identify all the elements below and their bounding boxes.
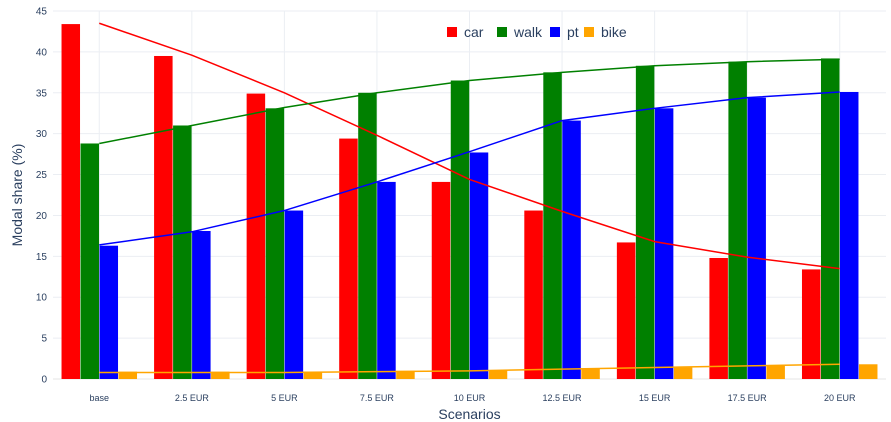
- bar-bike[interactable]: [211, 371, 230, 379]
- bar-walk[interactable]: [820, 58, 840, 379]
- bar-pt[interactable]: [469, 152, 489, 379]
- bar-walk[interactable]: [635, 65, 655, 380]
- y-tick-label: 35: [36, 88, 48, 99]
- legend-item-walk[interactable]: walk: [497, 24, 543, 40]
- bar-bike[interactable]: [581, 368, 600, 379]
- legend-item-pt[interactable]: pt: [550, 24, 579, 40]
- legend-item-car[interactable]: car: [447, 24, 484, 40]
- bar-car[interactable]: [246, 93, 266, 380]
- bar-bike[interactable]: [118, 371, 138, 379]
- y-tick-label: 40: [36, 47, 48, 58]
- bar-pt[interactable]: [99, 245, 119, 379]
- legend-swatch: [447, 27, 457, 37]
- y-tick-label: 10: [36, 293, 48, 304]
- y-tick-label: 30: [36, 129, 48, 140]
- bar-walk[interactable]: [450, 80, 470, 379]
- y-axis-title: Modal share (%): [9, 144, 25, 247]
- bar-bike[interactable]: [858, 364, 878, 379]
- grid-lines: [53, 10, 886, 380]
- y-tick-label: 0: [41, 375, 47, 386]
- x-tick-label: 15 EUR: [639, 393, 671, 403]
- x-tick-label: 5 EUR: [271, 393, 298, 403]
- bar-pt[interactable]: [839, 91, 859, 380]
- legend-label: car: [464, 24, 484, 40]
- bar-walk[interactable]: [265, 108, 285, 379]
- trend-lines: [99, 22, 840, 374]
- legend-item-bike[interactable]: bike: [584, 24, 627, 40]
- legend-swatch: [584, 27, 594, 37]
- bar-walk[interactable]: [543, 72, 562, 379]
- legend-swatch: [497, 27, 507, 37]
- x-tick-label: 17.5 EUR: [728, 393, 768, 403]
- x-tick-label: 2.5 EUR: [175, 393, 210, 403]
- bar-pt[interactable]: [377, 181, 396, 379]
- bar-walk[interactable]: [358, 92, 377, 380]
- x-tick-label: 7.5 EUR: [360, 393, 395, 403]
- trend-line-pt: [99, 91, 840, 246]
- y-tick-labels: 0 5 10 15 20 25 30 35 40 45: [36, 7, 48, 386]
- y-tick-label: 15: [36, 252, 48, 263]
- x-tick-label: 20 EUR: [824, 393, 856, 403]
- x-tick-labels: base 2.5 EUR 5 EUR 7.5 EUR 10 EUR 12.5 EUR 15 …: [90, 393, 856, 403]
- x-tick-label: 10 EUR: [454, 393, 486, 403]
- trend-line-car: [99, 22, 840, 270]
- bar-pt[interactable]: [562, 120, 581, 380]
- bar-car[interactable]: [61, 24, 81, 380]
- legend-swatch: [550, 27, 560, 37]
- bar-bike[interactable]: [396, 370, 415, 379]
- trend-line-bike: [99, 363, 840, 374]
- bar-bike[interactable]: [673, 367, 693, 379]
- x-axis-title: Scenarios: [438, 406, 500, 422]
- bar-bike[interactable]: [766, 365, 785, 379]
- bar-car[interactable]: [431, 181, 451, 379]
- bar-pt[interactable]: [747, 97, 766, 379]
- bar-bike[interactable]: [303, 371, 323, 379]
- bar-walk[interactable]: [173, 125, 192, 379]
- y-tick-label: 20: [36, 211, 48, 222]
- trend-line-walk: [99, 58, 840, 145]
- bar-car[interactable]: [801, 269, 821, 379]
- x-tick-label: base: [90, 393, 110, 403]
- bar-pt[interactable]: [192, 230, 211, 379]
- bar-walk[interactable]: [728, 61, 747, 380]
- x-tick-label: 12.5 EUR: [543, 393, 583, 403]
- bar-car[interactable]: [339, 138, 358, 379]
- legend-label: bike: [601, 24, 627, 40]
- bar-car[interactable]: [154, 55, 173, 379]
- bar-car[interactable]: [709, 257, 728, 379]
- bar-bike[interactable]: [488, 370, 508, 379]
- y-tick-label: 25: [36, 170, 48, 181]
- legend[interactable]: car walk pt bike: [447, 24, 627, 40]
- bar-pt[interactable]: [284, 210, 304, 379]
- legend-label: walk: [513, 24, 543, 40]
- y-tick-label: 45: [36, 7, 48, 18]
- bar-car[interactable]: [616, 242, 636, 379]
- legend-label: pt: [567, 24, 579, 40]
- bars: [61, 24, 878, 380]
- y-tick-label: 5: [41, 334, 47, 345]
- bar-walk[interactable]: [80, 143, 100, 379]
- bar-car[interactable]: [524, 210, 543, 379]
